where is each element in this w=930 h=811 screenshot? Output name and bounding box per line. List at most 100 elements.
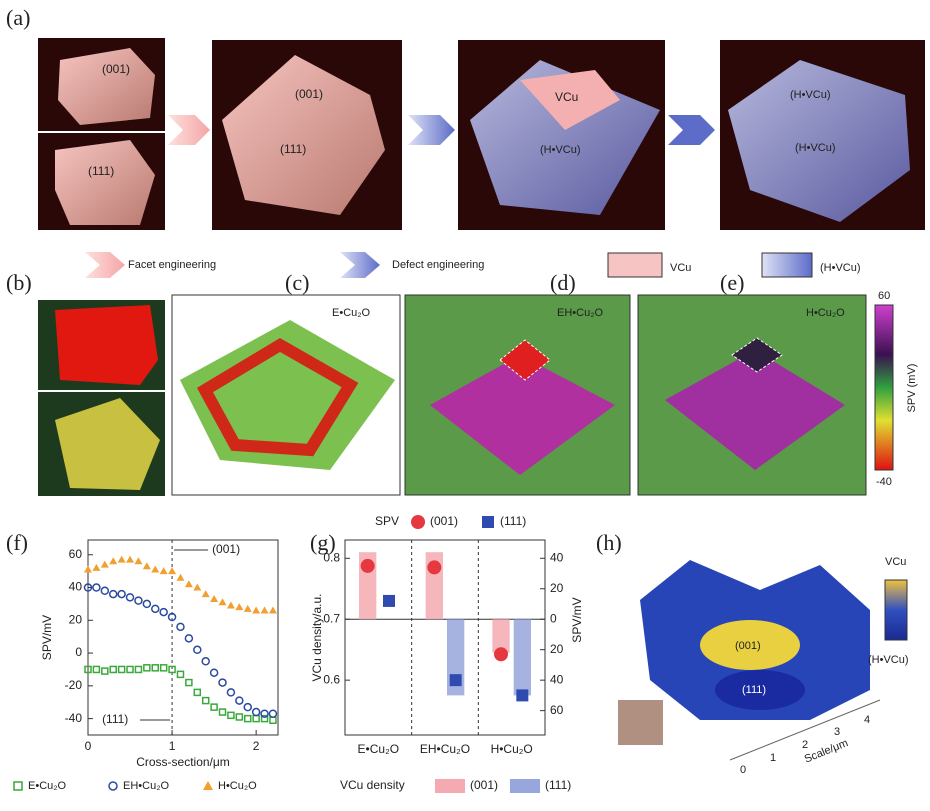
- caption: Defect engineering: [392, 259, 484, 271]
- point: [101, 667, 109, 675]
- point: [83, 583, 93, 592]
- point: [126, 555, 135, 563]
- point: [269, 716, 277, 725]
- y-tick-label: 20: [69, 612, 83, 626]
- tick-label: 1: [770, 752, 776, 764]
- point: [201, 590, 210, 598]
- colorbar-max: 60: [878, 290, 890, 302]
- point: [218, 678, 227, 687]
- colorbar: [884, 579, 908, 641]
- x-tick-label: 2: [253, 739, 260, 753]
- point: [184, 580, 193, 588]
- legend-label: EH•Cu₂O: [123, 780, 169, 792]
- crystal: [55, 140, 155, 225]
- point: [159, 607, 168, 617]
- colorbar: [874, 304, 894, 471]
- legend-swatch: [510, 779, 540, 793]
- y-tick-label: -20: [65, 678, 83, 692]
- facet-label: (H•VCu): [540, 144, 581, 156]
- y-tick-label: 0.8: [323, 550, 340, 564]
- point: [268, 709, 278, 718]
- surface-bottom: [715, 670, 805, 710]
- point: [218, 708, 227, 716]
- arrow: [408, 115, 455, 145]
- legend-marker: [203, 781, 213, 790]
- facet-label: (111): [280, 142, 306, 156]
- point: [159, 664, 168, 672]
- point: [201, 657, 210, 666]
- vcu-region: [520, 70, 620, 130]
- inset: [618, 700, 663, 745]
- map: [430, 355, 615, 475]
- point: [109, 557, 118, 565]
- point: [383, 594, 395, 607]
- plot-frame: [344, 539, 546, 736]
- annotation: (001): [212, 542, 240, 556]
- map: [665, 350, 845, 470]
- y-tick-label: 0.7: [323, 611, 340, 625]
- point: [235, 713, 244, 721]
- crystal: [55, 398, 160, 490]
- legend-title: SPV: [375, 514, 399, 528]
- point: [252, 714, 260, 723]
- panel-label: (a): [6, 5, 30, 30]
- point: [143, 664, 151, 672]
- y2-tick-label: 0: [550, 611, 557, 625]
- surface-top: [700, 620, 800, 670]
- point: [176, 573, 185, 581]
- point: [168, 665, 176, 674]
- colorbar-min: -40: [876, 476, 892, 488]
- panel-label: (b): [6, 270, 32, 295]
- crystal: [222, 55, 385, 215]
- axis-label: Scale/μm: [803, 737, 850, 765]
- panel-label: (g): [310, 530, 336, 555]
- caption: Facet engineering: [128, 259, 216, 271]
- point: [516, 689, 529, 702]
- colorbar-label: SPV (mV): [906, 364, 918, 413]
- legend-label: (001): [430, 514, 458, 528]
- facet-label: (001): [102, 62, 130, 76]
- point: [227, 711, 235, 720]
- map-edge: [196, 338, 359, 457]
- point: [134, 665, 143, 674]
- point: [176, 670, 185, 679]
- point: [218, 598, 227, 606]
- legend-title: VCu density: [340, 778, 405, 792]
- point: [243, 714, 252, 723]
- x-tick-label: H•Cu₂O: [491, 742, 533, 756]
- tick-label: 2: [802, 739, 808, 751]
- point: [142, 562, 151, 570]
- point: [92, 563, 101, 571]
- bar: [492, 619, 510, 653]
- point: [109, 665, 117, 674]
- point: [167, 612, 177, 622]
- point: [427, 560, 442, 575]
- point: [134, 596, 143, 605]
- point: [209, 668, 219, 677]
- crystal: [55, 305, 158, 385]
- point: [142, 599, 152, 609]
- point: [117, 555, 126, 563]
- panel-label: (c): [285, 270, 309, 295]
- axis: [729, 699, 881, 761]
- point: [185, 678, 193, 687]
- point: [92, 583, 101, 592]
- x-tick-label: 1: [169, 739, 176, 753]
- point: [151, 664, 160, 672]
- annotation: (111): [102, 712, 128, 726]
- x-tick-label: E•Cu₂O: [358, 742, 400, 756]
- legend-marker: [13, 781, 23, 791]
- y-tick-label: 0: [75, 645, 82, 659]
- tick-label: 4: [864, 714, 870, 726]
- point: [100, 586, 110, 596]
- point: [151, 565, 160, 573]
- y2-axis-label: SPV/mV: [570, 597, 584, 642]
- point: [168, 567, 177, 575]
- point: [193, 583, 202, 591]
- y2-tick-label: 20: [550, 642, 564, 656]
- point: [176, 622, 185, 632]
- point: [193, 688, 202, 697]
- point: [260, 606, 269, 614]
- legend-swatch: [435, 779, 465, 793]
